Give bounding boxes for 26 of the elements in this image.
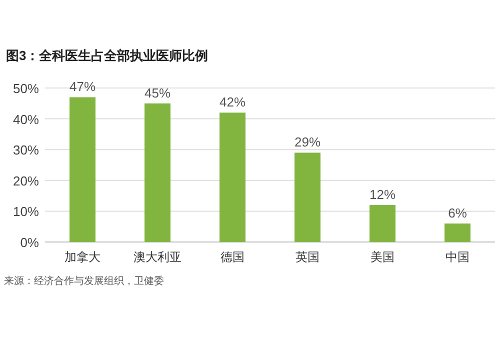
y-tick-label: 0% [20,235,40,250]
y-tick-label: 10% [12,204,40,220]
y-tick-label: 50% [12,81,40,96]
bar [444,224,470,242]
bar [70,97,96,242]
x-tick-label: 中国 [446,250,470,264]
x-tick-label: 德国 [220,250,244,264]
y-tick-label: 30% [12,142,40,158]
bar [144,103,170,242]
data-label: 45% [144,85,171,100]
x-tick-label: 澳大利亚 [134,250,182,264]
y-tick-label: 20% [12,173,40,188]
bar [370,205,396,242]
chart-title: 图3：全科医生占全部执业医师比例 [6,48,208,63]
x-tick-label: 加拿大 [64,250,100,264]
x-tick-label: 美国 [370,250,394,264]
data-label: 42% [219,94,246,110]
source-note: 来源：经济合作与发展组织，卫健委 [4,275,164,287]
data-label: 29% [294,134,321,150]
x-tick-label: 英国 [296,250,320,264]
bar [294,152,320,242]
bar [220,112,246,242]
y-tick-label: 40% [12,112,40,127]
data-label: 12% [369,187,396,202]
data-label: 6% [448,206,468,221]
data-label: 47% [69,79,96,94]
